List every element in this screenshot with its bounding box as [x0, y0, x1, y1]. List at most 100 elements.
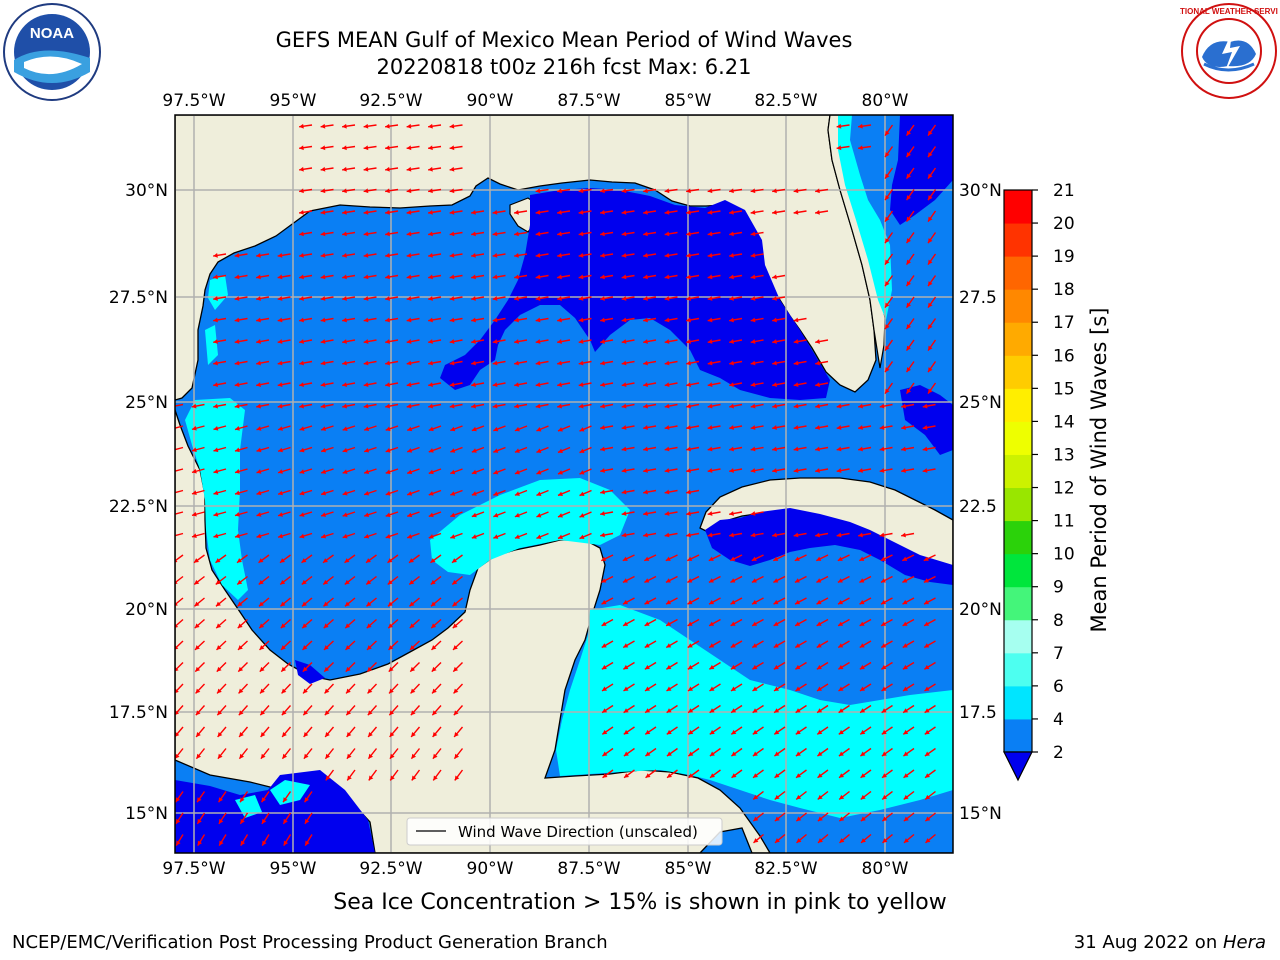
- wind-arrow-head: [406, 209, 412, 215]
- wind-arrow-head: [191, 425, 197, 431]
- map-frame: [174, 114, 954, 854]
- lat-label-left: 22.5°N: [109, 497, 168, 517]
- wind-arrow-head: [772, 188, 777, 194]
- wind-arrow-head: [707, 274, 713, 280]
- wind-arrow-head: [345, 666, 351, 672]
- wind-arrow-head: [621, 209, 627, 215]
- wind-arrow-head: [342, 123, 347, 129]
- wind-arrow-head: [406, 253, 412, 258]
- wind-arrow-head: [793, 403, 799, 409]
- wind-arrow-head: [775, 838, 780, 843]
- wind-arrow-head: [924, 664, 930, 670]
- wind-arrow-head: [196, 753, 202, 759]
- wind-arrow-head: [256, 317, 261, 323]
- lat-label-right: 17.5: [959, 703, 997, 723]
- wind-arrow-head: [773, 686, 779, 691]
- wind-arrow-head: [686, 403, 691, 409]
- wind-arrow-head: [363, 382, 369, 387]
- wind-arrow-head: [602, 708, 608, 713]
- lon-label-top: 97.5°W: [162, 91, 225, 111]
- wind-arrow-head: [644, 556, 650, 561]
- wind-arrow-head: [750, 468, 756, 473]
- wind-arrow-head: [557, 403, 562, 409]
- wind-arrow-head: [449, 339, 455, 344]
- wind-arrow-head: [303, 732, 309, 737]
- colorbar-segment: [1004, 652, 1032, 687]
- wind-arrow-head: [602, 751, 608, 757]
- wind-arrow-head: [280, 579, 286, 585]
- wind-arrow-head: [879, 425, 885, 430]
- wind-arrow-head: [686, 360, 691, 366]
- wind-arrow-head: [644, 643, 650, 648]
- wind-arrow-head: [686, 296, 691, 301]
- wind-arrow-head: [320, 253, 326, 258]
- wind-arrow-head: [928, 367, 933, 373]
- wind-arrow-head: [601, 664, 607, 670]
- wind-arrow-head: [344, 558, 350, 563]
- wind-arrow-head: [213, 360, 218, 366]
- wind-arrow-head: [492, 274, 498, 280]
- wind-arrow-head: [256, 447, 262, 453]
- wind-arrow-head: [686, 425, 691, 430]
- wind-arrow-head: [836, 532, 842, 538]
- wind-arrow-head: [449, 296, 455, 301]
- wind-arrow-head: [342, 166, 347, 172]
- wind-arrow-head: [600, 468, 605, 473]
- wind-arrow-head: [772, 425, 777, 430]
- wind-arrow-head: [321, 447, 327, 453]
- wind-arrow-head: [752, 599, 758, 605]
- wind-arrow-head: [729, 209, 734, 215]
- wind-arrow-head: [600, 253, 605, 258]
- wind-arrow-head: [367, 666, 373, 672]
- wind-arrow-head: [234, 360, 240, 366]
- wind-arrow-head: [342, 426, 348, 431]
- wind-arrow-head: [342, 469, 348, 474]
- wind-arrow-head: [815, 468, 820, 473]
- wind-arrow-head: [794, 578, 800, 583]
- wind-arrow: [175, 532, 184, 537]
- wind-arrow-head: [345, 645, 351, 650]
- wind-arrow-head: [772, 296, 777, 301]
- wind-arrow-head: [928, 195, 933, 201]
- wind-arrow-head: [578, 209, 584, 215]
- wind-arrow-head: [600, 511, 605, 516]
- wind-arrow-head: [303, 688, 308, 694]
- wind-arrow-head: [882, 838, 888, 843]
- wind-arrow-head: [385, 339, 390, 344]
- wind-arrow-head: [175, 710, 180, 715]
- wind-arrow-head: [666, 708, 672, 713]
- wind-arrow-head: [428, 253, 433, 258]
- wind-arrow-head: [536, 491, 542, 496]
- wind-arrow-head: [428, 534, 434, 539]
- wind-arrow-head: [750, 209, 756, 215]
- wind-arrow-head: [707, 403, 713, 409]
- wind-arrow-head: [557, 534, 563, 539]
- wind-arrow-head: [645, 773, 651, 778]
- wind-arrow-head: [902, 578, 908, 583]
- wind-arrow-head: [707, 382, 713, 387]
- wind-arrow-head: [452, 601, 458, 607]
- wind-arrow-head: [493, 469, 499, 475]
- wind-arrow-head: [885, 281, 890, 287]
- wind-arrow-head: [885, 367, 890, 373]
- wind-arrow-head: [299, 231, 304, 237]
- wind-arrow-head: [601, 621, 607, 626]
- wind-arrow-head: [817, 816, 823, 822]
- wind-arrow-head: [903, 751, 909, 757]
- nws-logo-text: NATIONAL WEATHER SERVICE: [1180, 7, 1278, 16]
- wind-arrow-head: [389, 710, 395, 716]
- wind-arrow-head: [906, 345, 912, 351]
- wind-arrow-head: [750, 446, 756, 452]
- wind-arrow-head: [218, 797, 224, 803]
- wind-arrow-head: [281, 645, 286, 650]
- wind-arrow-head: [906, 238, 912, 244]
- wind-arrow-head: [815, 188, 820, 194]
- wind-arrow-head: [217, 710, 223, 716]
- wind-arrow-head: [753, 816, 759, 822]
- wind-arrow-head: [885, 195, 890, 201]
- wind-arrow-head: [860, 729, 866, 735]
- wind-arrow-head: [281, 666, 287, 672]
- wind-arrow-head: [277, 253, 283, 258]
- wind-arrow-head: [707, 446, 713, 452]
- wind-arrow-head: [237, 579, 243, 585]
